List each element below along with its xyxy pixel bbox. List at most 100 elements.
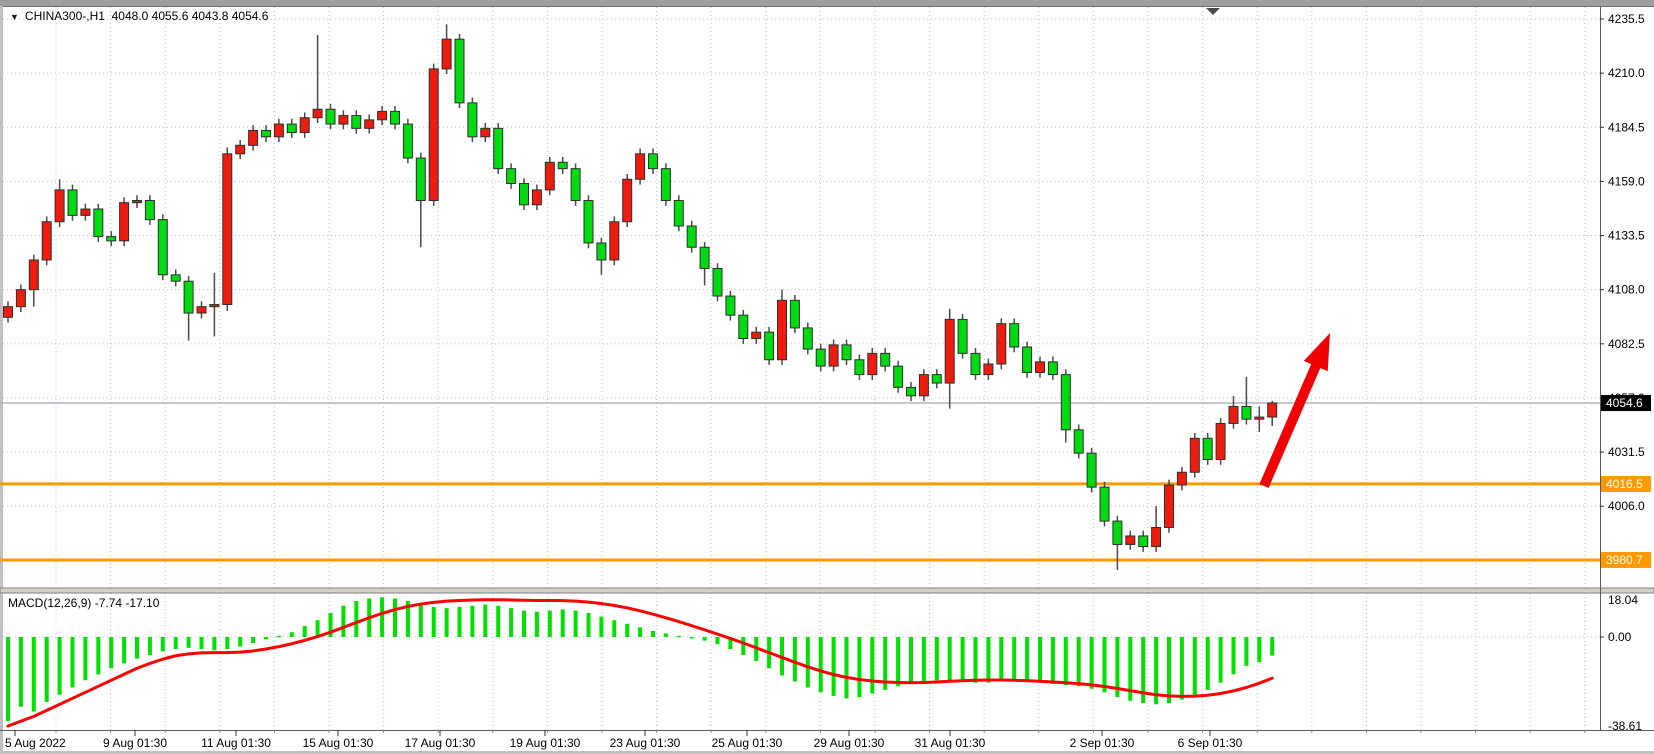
macd-histogram-bar — [702, 637, 707, 641]
candle-bull — [635, 153, 646, 180]
candle-bull — [1176, 471, 1187, 486]
macd-histogram-bar — [921, 637, 926, 682]
time-tick-label[interactable]: 17 Aug 01:30 — [405, 736, 476, 750]
macd-histogram-bar — [1115, 637, 1120, 698]
macd-histogram-bar — [1154, 637, 1159, 705]
symbol-timeframe-label: CHINA300-,H1 — [24, 9, 105, 23]
price-tick-label: 4031.5 — [1608, 445, 1645, 459]
candle-bear — [1202, 437, 1213, 461]
candle-bear — [557, 161, 568, 170]
candle-bear — [415, 157, 426, 202]
candle-bear — [570, 168, 581, 202]
candle-bull — [338, 115, 349, 125]
macd-histogram-bar — [6, 637, 10, 722]
candle-bull — [944, 318, 955, 384]
time-tick-label[interactable]: 19 Aug 01:30 — [510, 736, 581, 750]
candle-bull — [132, 200, 142, 204]
macd-histogram-bar — [986, 637, 991, 683]
candle-bear — [1112, 520, 1123, 545]
price-tick-label: 4133.5 — [1608, 229, 1645, 243]
window-bottom-border — [0, 751, 1654, 754]
candle-bull — [248, 129, 259, 146]
symbol-dropdown-icon[interactable]: ▼ — [10, 12, 19, 22]
time-tick-label[interactable]: 5 Aug 2022 — [5, 736, 66, 750]
candle-bull — [441, 38, 452, 70]
trend-arrow-shaft — [1259, 358, 1323, 488]
candle-bull — [377, 110, 388, 121]
macd-histogram-bar — [18, 637, 23, 707]
candle-bear — [144, 200, 155, 221]
macd-signal-line — [6, 598, 1274, 728]
macd-histogram-bar — [573, 610, 578, 637]
time-tick-label[interactable]: 29 Aug 01:30 — [814, 736, 885, 750]
candle-bear — [673, 200, 684, 227]
window-left-border — [0, 6, 3, 754]
time-tick-label[interactable]: 15 Aug 01:30 — [303, 736, 374, 750]
macd-tick-label: 0.00 — [1608, 630, 1632, 644]
macd-histogram-bar — [1038, 637, 1042, 683]
macd-histogram-bar — [186, 637, 191, 648]
candle-bull — [544, 161, 555, 191]
macd-histogram-bar — [741, 637, 746, 656]
macd-histogram-bar — [444, 608, 449, 637]
candle-bull — [41, 221, 52, 261]
macd-histogram-bar — [315, 620, 320, 637]
macd-histogram-bar — [831, 637, 836, 696]
candle-bear — [906, 386, 916, 397]
candle-bear — [325, 108, 336, 125]
candle-bear — [686, 225, 697, 248]
macd-histogram-bar — [70, 637, 75, 688]
macd-histogram-bar — [1141, 637, 1146, 704]
macd-histogram-bar — [999, 637, 1004, 682]
candle-bear — [1009, 323, 1020, 348]
macd-histogram-bar — [289, 632, 294, 637]
candle-bear — [467, 102, 478, 138]
panel-separator[interactable] — [0, 587, 1654, 594]
candle-bear — [880, 352, 891, 367]
macd-histogram-bar — [1270, 637, 1275, 656]
macd-histogram-bar — [225, 637, 230, 650]
macd-histogram-bar — [302, 626, 307, 637]
time-tick-label[interactable]: 2 Sep 01:30 — [1070, 736, 1135, 750]
current-price-tag — [1601, 395, 1651, 412]
candle-bull — [531, 189, 542, 206]
time-tick-label[interactable]: 23 Aug 01:30 — [610, 736, 681, 750]
chart-shift-marker-icon[interactable] — [1206, 8, 1220, 15]
candle-bear — [764, 331, 775, 361]
candle-bear — [970, 352, 981, 376]
macd-histogram-bar — [354, 600, 359, 637]
chart-title: ▼ CHINA300-,H1 4048.0 4055.6 4043.8 4054.… — [10, 9, 268, 23]
candle-bull — [1254, 416, 1265, 420]
candle-bull — [3, 306, 13, 318]
candle-bull — [1189, 437, 1200, 473]
candle-bear — [957, 318, 968, 354]
candle-bear — [648, 153, 658, 170]
macd-histogram-bar — [1244, 637, 1249, 666]
macd-histogram-bar — [547, 610, 552, 637]
level-price-tag-label: 4016.5 — [1606, 477, 1643, 491]
candle-bear — [583, 200, 594, 244]
candle-bear — [596, 242, 607, 261]
time-tick-label[interactable]: 6 Sep 01:30 — [1178, 736, 1243, 750]
candle-bull — [867, 352, 878, 376]
candle-bear — [93, 208, 104, 238]
current-price-tag-label: 4054.6 — [1606, 396, 1643, 410]
time-tick-label[interactable]: 31 Aug 01:30 — [915, 736, 986, 750]
candle-bear — [519, 183, 529, 206]
candle-bear — [351, 115, 362, 129]
time-tick-label[interactable]: 25 Aug 01:30 — [712, 736, 783, 750]
candle-bull — [1267, 402, 1278, 418]
candle-bear — [815, 348, 826, 367]
time-tick-label[interactable]: 11 Aug 01:30 — [201, 736, 271, 750]
macd-histogram-bar — [1089, 637, 1094, 689]
macd-histogram-bar — [264, 637, 268, 640]
macd-histogram-bar — [1218, 637, 1223, 683]
ohlc-values: 4048.0 4055.6 4043.8 4054.6 — [111, 9, 269, 23]
candle-bull — [622, 178, 633, 223]
candle-bull — [1035, 361, 1045, 373]
macd-histogram-bar — [83, 637, 88, 681]
time-tick-label[interactable]: 9 Aug 01:30 — [103, 736, 167, 750]
candle-bull — [996, 323, 1007, 365]
